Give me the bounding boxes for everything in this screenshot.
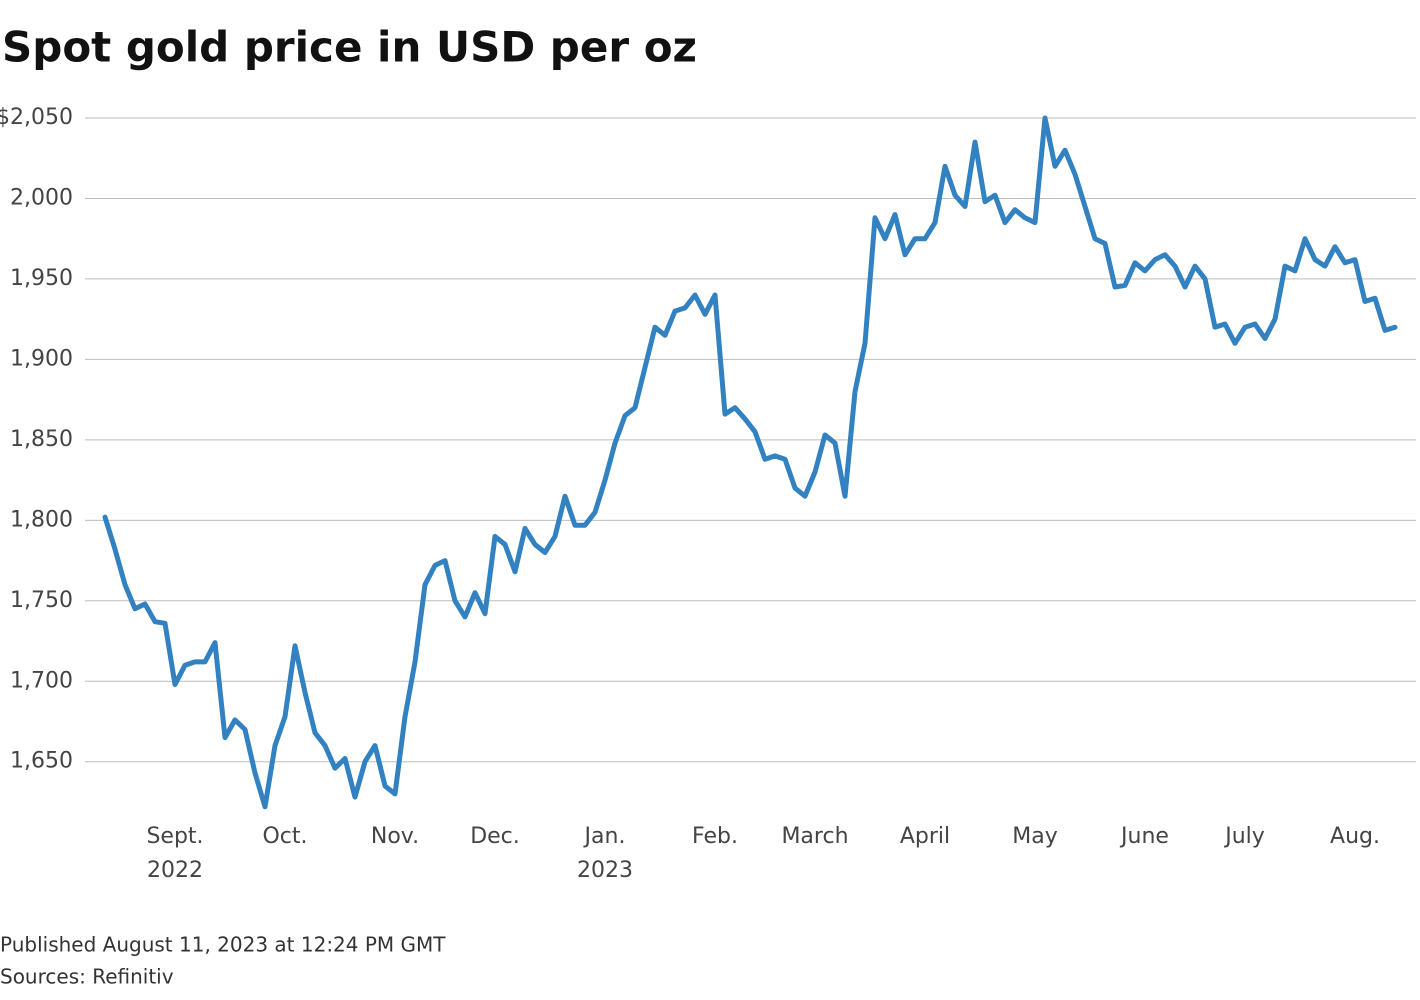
chart-title: Spot gold price in USD per oz: [2, 23, 697, 72]
y-tick-label: 1,900: [10, 346, 73, 371]
x-tick-label: Feb.: [692, 824, 738, 849]
source: Sources: Refinitiv: [0, 965, 174, 989]
x-tick-label: July: [1223, 824, 1265, 849]
x-tick-label: Jan.: [583, 824, 626, 849]
y-tick-label: 1,850: [10, 427, 73, 452]
line: [102, 115, 1398, 810]
x-year-label: 2022: [147, 858, 203, 883]
y-tick-label: 1,800: [10, 507, 73, 532]
x-tick-label: Oct.: [262, 824, 307, 849]
x-tick-label: March: [781, 824, 848, 849]
y-tick-label: 1,650: [10, 749, 73, 774]
footnote: Published August 11, 2023 at 12:24 PM GM…: [0, 933, 446, 957]
x-year-label: 2023: [577, 858, 633, 883]
y-tick-label: 2,000: [10, 185, 73, 210]
x-tick-label: Sept.: [146, 824, 203, 849]
y-tick-label: 1,750: [10, 588, 73, 613]
y-tick-label: 1,700: [10, 668, 73, 693]
x-tick-label: Nov.: [371, 824, 419, 849]
x-tick-label: April: [900, 824, 950, 849]
y-tick-label: $2,050: [0, 105, 73, 130]
x-tick-label: Dec.: [470, 824, 520, 849]
x-tick-label: May: [1012, 824, 1057, 849]
y-tick-label: 1,950: [10, 266, 73, 291]
x-tick-label: Aug.: [1330, 824, 1380, 849]
x-tick-label: June: [1119, 824, 1169, 849]
